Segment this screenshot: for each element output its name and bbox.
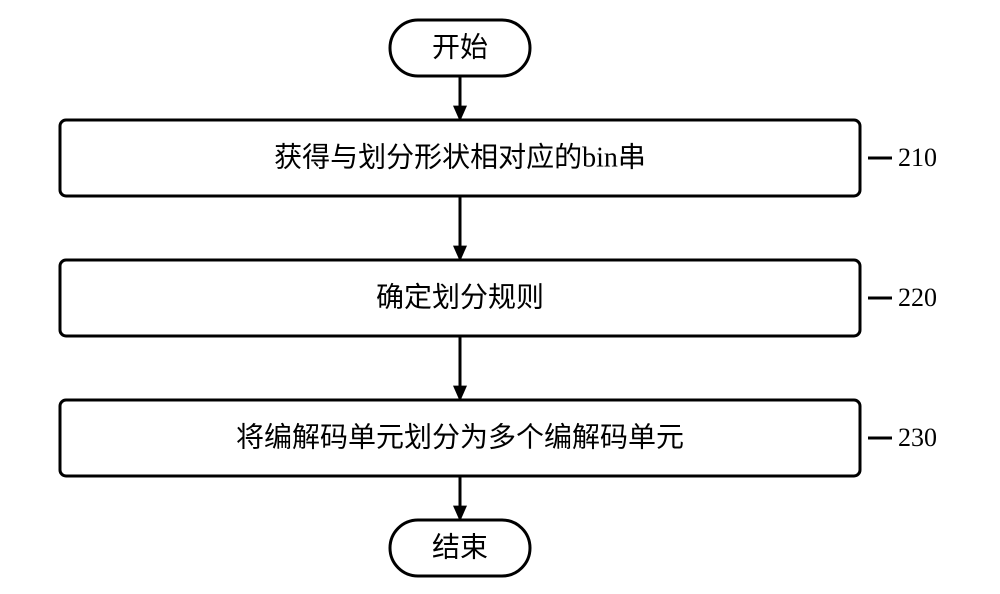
node-step3-text: 将编解码单元划分为多个编解码单元 <box>236 421 684 453</box>
label-step3: 230 <box>898 423 937 452</box>
node-step2: 确定划分规则 <box>60 260 860 336</box>
flowchart: 开始获得与划分形状相对应的bin串 210 确定划分规则 220 将编解码单元划分为多个… <box>0 0 1000 594</box>
node-step3: 将编解码单元划分为多个编解码单元 <box>60 400 860 476</box>
node-step2-text: 确定划分规则 <box>376 281 544 313</box>
node-step1-text: 获得与划分形状相对应的bin串 <box>274 141 646 173</box>
node-start-text: 开始 <box>432 31 488 63</box>
label-step2: 220 <box>898 283 937 312</box>
node-step1: 获得与划分形状相对应的bin串 <box>60 120 860 196</box>
node-start: 开始 <box>390 20 530 76</box>
label-step1: 210 <box>898 143 937 172</box>
node-end-text: 结束 <box>432 531 488 563</box>
node-end: 结束 <box>390 520 530 576</box>
